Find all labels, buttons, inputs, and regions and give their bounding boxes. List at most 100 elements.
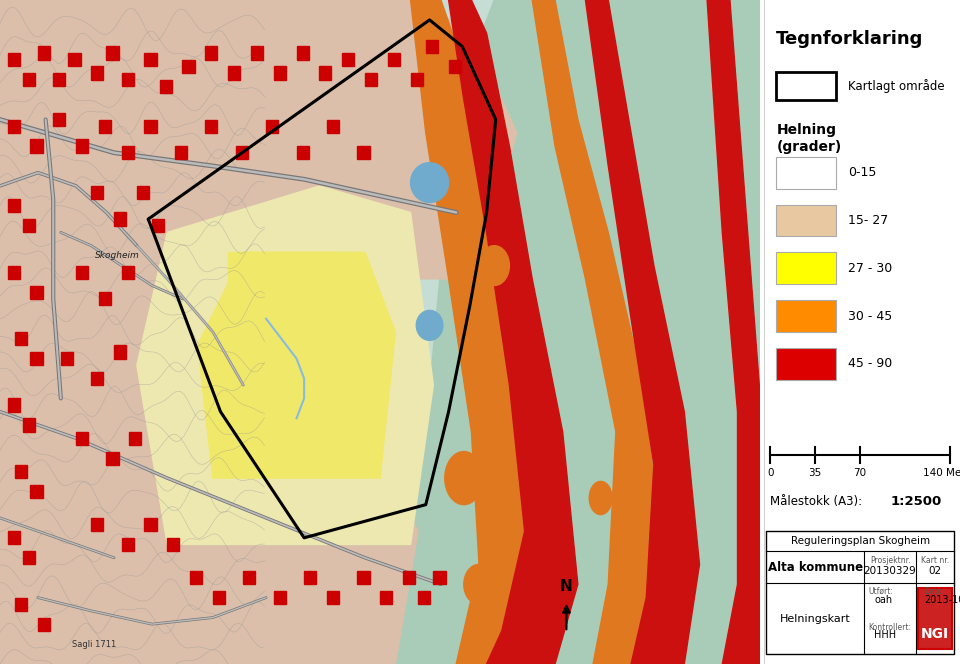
Polygon shape [190,398,419,664]
Bar [297,146,309,159]
Text: oah: oah [875,595,892,605]
Bar [8,531,20,544]
Bar [327,120,339,133]
Bar [91,186,104,199]
Bar [190,571,203,584]
Text: 02: 02 [928,566,942,576]
Text: Utført:: Utført: [868,587,893,596]
Bar [23,73,35,86]
Polygon shape [0,0,517,279]
Bar [320,66,331,80]
Text: 27 - 30: 27 - 30 [849,262,893,275]
Bar [144,53,156,66]
Bar [213,591,225,604]
Bar [122,73,133,86]
Bar [23,418,35,432]
Text: 70: 70 [853,468,867,478]
Text: 1:2500: 1:2500 [890,495,942,508]
Bar [777,348,836,380]
Text: Skogheim: Skogheim [95,250,140,260]
Text: Alta kommune: Alta kommune [768,560,863,574]
Bar [8,199,20,212]
Bar [91,518,104,531]
Ellipse shape [411,163,448,203]
Polygon shape [586,0,700,664]
Bar [91,66,104,80]
Text: 2013-10-01: 2013-10-01 [924,595,960,605]
Bar [130,432,141,445]
Bar [144,518,156,531]
Bar [327,591,339,604]
Bar [8,266,20,279]
Polygon shape [137,186,433,544]
Bar [8,398,20,412]
Text: Kartlagt område: Kartlagt område [849,79,945,94]
Bar [448,60,461,73]
Bar [365,73,377,86]
Ellipse shape [479,246,510,286]
Bar [107,46,119,60]
Bar [228,66,240,80]
Bar [53,73,65,86]
Bar [15,598,28,611]
Bar [114,212,126,226]
Bar [107,452,119,465]
Bar [31,485,42,498]
Bar [274,591,286,604]
Bar [53,113,65,126]
Polygon shape [0,279,190,664]
Text: Prosjektnr.: Prosjektnr. [870,556,910,566]
Bar [68,53,81,66]
Bar [777,300,836,332]
Bar [357,146,370,159]
Bar [304,571,316,584]
Text: Sagli 1711: Sagli 1711 [72,639,116,649]
Bar [251,46,263,60]
Bar [918,588,952,649]
Bar [205,120,218,133]
Bar [433,571,445,584]
Ellipse shape [417,311,443,340]
Bar [380,591,393,604]
Polygon shape [708,0,760,664]
Bar [243,571,255,584]
Text: Målestokk (A3):: Målestokk (A3): [770,495,862,508]
Text: HHH: HHH [875,631,897,641]
Bar [122,266,133,279]
Bar [152,219,164,232]
Bar [777,157,836,189]
Bar [23,219,35,232]
Polygon shape [411,0,547,664]
Bar [31,352,42,365]
Text: Helningskart: Helningskart [780,614,851,623]
Bar [122,538,133,551]
Bar [76,432,88,445]
Text: Reguleringsplan Skogheim: Reguleringsplan Skogheim [791,536,929,546]
Text: 30 - 45: 30 - 45 [849,309,893,323]
Bar [175,146,187,159]
Bar [38,46,50,60]
Bar [31,139,42,153]
Bar [8,120,20,133]
Bar [411,73,422,86]
Bar [15,332,28,345]
Bar [419,591,430,604]
Bar [38,618,50,631]
Bar [777,252,836,284]
Bar [144,120,156,133]
Bar [777,72,836,100]
Bar [15,465,28,478]
Text: Helning
(grader): Helning (grader) [777,123,842,154]
Bar [236,146,248,159]
Bar [357,571,370,584]
Bar [114,345,126,359]
Bar [23,551,35,564]
Bar [99,292,111,305]
Bar [182,60,195,73]
Ellipse shape [589,481,612,515]
Text: NGI: NGI [921,627,949,641]
Bar [122,146,133,159]
Bar [99,120,111,133]
Bar [426,40,438,53]
Polygon shape [228,252,334,299]
